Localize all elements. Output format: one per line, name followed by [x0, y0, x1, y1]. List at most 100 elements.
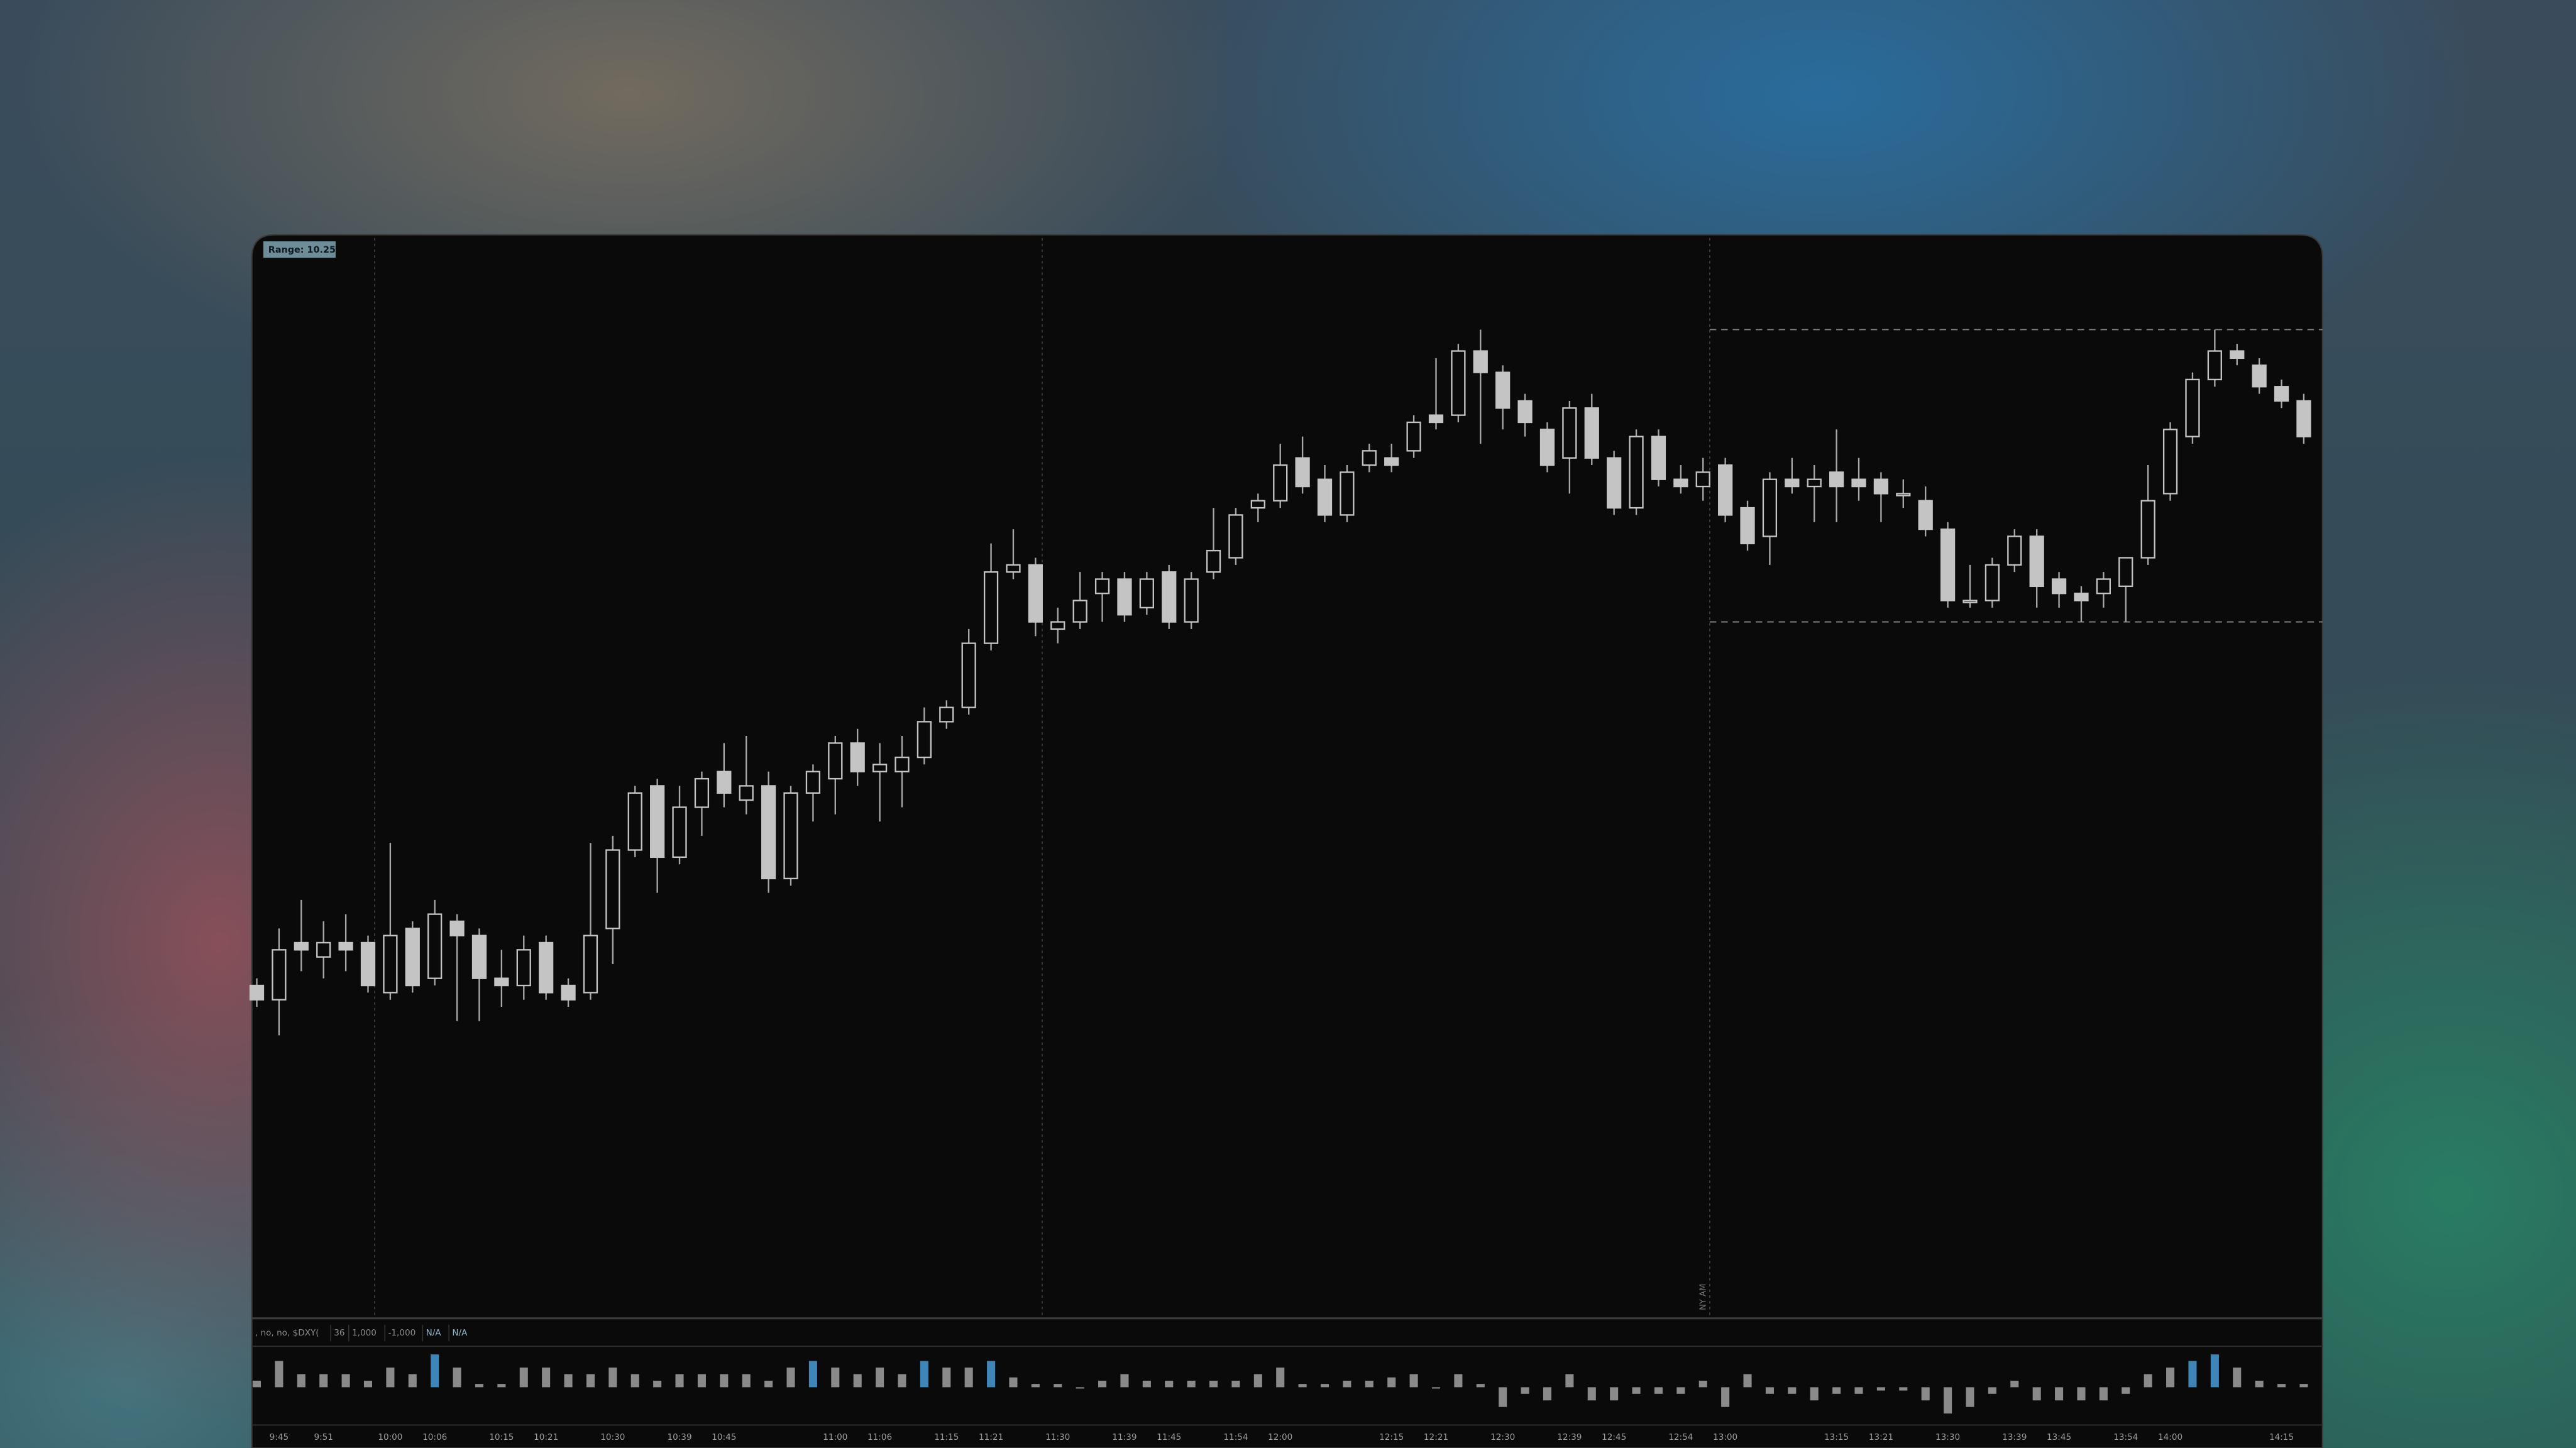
candle-body	[1873, 478, 1889, 495]
volume-bar	[1031, 1384, 1040, 1388]
volume-bar	[1187, 1380, 1196, 1388]
candle-body	[316, 941, 331, 958]
candle-body	[2051, 578, 2067, 595]
candle-body	[1740, 507, 1755, 544]
volume-bar	[1921, 1387, 1930, 1401]
volume-bar	[942, 1368, 951, 1388]
candle-body	[2296, 400, 2311, 437]
candle-body	[471, 935, 487, 979]
candle-body	[1473, 350, 1488, 373]
volume-bar	[1721, 1387, 1730, 1407]
x-tick-label: 11:00	[823, 1432, 847, 1442]
candle-body	[739, 785, 754, 801]
volume-bar	[297, 1374, 305, 1388]
x-tick-label: 10:15	[489, 1432, 514, 1442]
study-legend-item: -1,000	[388, 1328, 416, 1338]
x-tick-label: 10:06	[422, 1432, 447, 1442]
candle-body	[1495, 371, 1511, 409]
candle-body	[516, 949, 531, 987]
volume-bar	[1944, 1387, 1952, 1414]
candle-body	[2029, 535, 2044, 588]
candle-body	[1028, 564, 1043, 623]
volume-bar	[2099, 1387, 2108, 1401]
volume-bar	[1054, 1384, 1062, 1388]
candle-body	[1384, 457, 1399, 466]
candle-body	[961, 642, 976, 708]
candle-body	[494, 977, 509, 987]
x-tick-label: 10:30	[600, 1432, 625, 1442]
candle-body	[1362, 450, 1377, 466]
volume-bar	[2077, 1387, 2086, 1401]
volume-bar	[2233, 1368, 2242, 1388]
candle-body	[1629, 436, 1644, 509]
volume-bar	[2277, 1384, 2286, 1388]
x-tick-label: 11:39	[1112, 1432, 1137, 1442]
x-tick-label: 12:21	[1424, 1432, 1448, 1442]
x-tick-label: 9:51	[314, 1432, 333, 1442]
volume-bar	[853, 1374, 862, 1388]
volume-bar	[497, 1384, 506, 1388]
candle-body	[2185, 378, 2200, 437]
volume-bar	[1499, 1387, 1507, 1407]
volume-bar	[1253, 1374, 1262, 1388]
candle-body	[1539, 429, 1555, 466]
study-legend-item: 1,000	[352, 1328, 377, 1338]
candle-body	[2074, 593, 2089, 601]
x-tick-label: 10:45	[712, 1432, 736, 1442]
x-tick-label: 10:00	[378, 1432, 402, 1442]
candle-body	[2207, 350, 2222, 381]
volume-bar	[542, 1368, 551, 1388]
x-tick-label: 13:15	[1824, 1432, 1849, 1442]
x-tick-label: 12:39	[1557, 1432, 1582, 1442]
candle-body	[1584, 407, 1599, 459]
candle-body	[1651, 436, 1666, 480]
candle-body	[294, 941, 309, 951]
volume-bar	[1431, 1387, 1441, 1389]
candle-body	[2162, 429, 2178, 495]
volume-bar	[1988, 1387, 1996, 1394]
candle-body	[1184, 578, 1199, 623]
x-tick-label: 10:39	[667, 1432, 691, 1442]
x-tick-label: 14:15	[2269, 1432, 2294, 1442]
volume-bar	[1676, 1387, 1685, 1394]
study-legend-item: N/A	[426, 1328, 442, 1338]
candle-body	[1762, 478, 1778, 537]
candle-body	[1785, 478, 1800, 488]
candle-body	[1317, 478, 1333, 516]
candle-body	[1984, 564, 2000, 601]
volume-bar	[2255, 1380, 2264, 1388]
volume-bar	[1320, 1384, 1329, 1388]
study-legend-item: , no, no, $DXY(	[255, 1328, 319, 1338]
candle-body	[383, 935, 398, 994]
candle-body	[338, 941, 353, 951]
volume-bar	[1854, 1387, 1863, 1394]
candle-body	[1094, 578, 1110, 595]
volume-bar	[2210, 1354, 2219, 1388]
candle-body	[1228, 514, 1243, 559]
volume-bar	[1810, 1387, 1819, 1401]
candle-body	[360, 941, 376, 987]
candle-body	[2230, 350, 2245, 359]
volume-bar	[1698, 1380, 1707, 1388]
candle-body	[1451, 350, 1466, 416]
volume-bar	[1365, 1380, 1373, 1388]
x-tick-label: 12:45	[1602, 1432, 1626, 1442]
candle-body	[2118, 557, 2133, 588]
volume-bar	[1098, 1380, 1107, 1388]
candle-body	[1718, 464, 1733, 516]
candle-body	[783, 792, 798, 880]
study-legend-item: N/A	[452, 1328, 468, 1338]
volume-bar	[1565, 1374, 1574, 1388]
volume-bar	[564, 1374, 573, 1388]
volume-bar	[519, 1368, 528, 1388]
volume-bar	[1454, 1374, 1463, 1388]
candle-body	[1250, 500, 1265, 509]
candle-body	[427, 913, 443, 979]
volume-bar	[987, 1361, 996, 1388]
x-tick-label: 11:06	[867, 1432, 892, 1442]
volume-bar	[1899, 1387, 1908, 1391]
volume-bar	[1231, 1380, 1240, 1388]
candle-body	[627, 792, 642, 851]
candle-body	[916, 721, 932, 759]
